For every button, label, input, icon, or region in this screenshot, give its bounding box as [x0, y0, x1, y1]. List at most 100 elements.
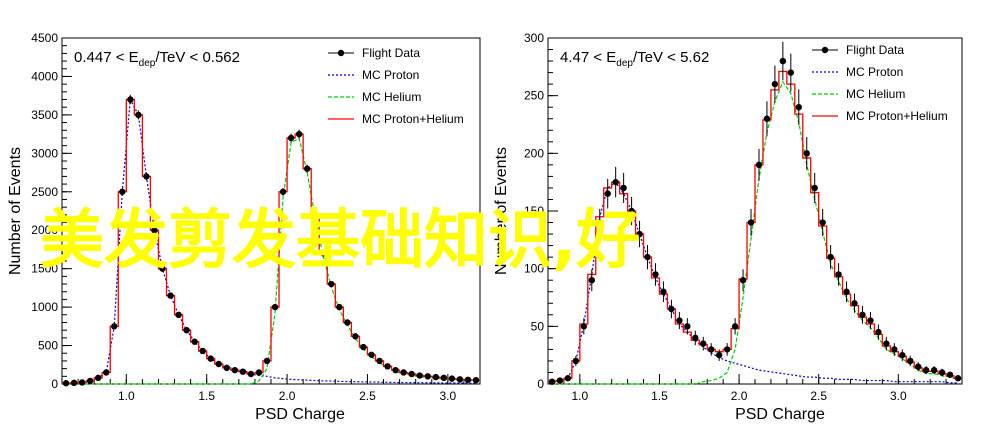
right-point-marker: [723, 346, 731, 353]
left-data-point: [78, 379, 86, 386]
right-data-point: [835, 263, 842, 286]
right-legend-label: Flight Data: [846, 43, 904, 57]
left-point-marker: [231, 366, 239, 374]
left-point-marker: [119, 188, 126, 195]
right-ytick-label: 300: [524, 31, 544, 45]
right-data-point: [922, 366, 930, 375]
left-legend-item: MC Helium: [328, 90, 421, 104]
left-point-marker: [103, 369, 110, 376]
left-legend-item: MC Proton: [328, 68, 419, 82]
left-data-point: [143, 172, 150, 181]
right-data-point: [915, 362, 922, 372]
right-point-marker: [859, 311, 866, 318]
right-xtick-label: 1.5: [651, 389, 668, 403]
right-point-marker: [954, 375, 962, 382]
right-point-marker: [556, 377, 564, 384]
left-data-point: [175, 311, 182, 318]
right-point-marker: [827, 253, 834, 261]
right-data-point: [771, 65, 779, 103]
left-point-marker: [360, 343, 367, 351]
left-data-point: [424, 373, 431, 380]
left-point-marker: [400, 369, 407, 376]
right-point-marker: [604, 190, 611, 197]
right-data-point: [620, 172, 627, 203]
right-data-point: [715, 349, 723, 361]
right-ylabel: Number of Events: [493, 147, 510, 275]
left-ylabel: Number of Events: [7, 147, 24, 275]
left-data-point: [408, 370, 415, 378]
left-data-point: [295, 129, 303, 139]
left-ytick-label: 4500: [31, 31, 58, 45]
right-data-point: [787, 53, 795, 92]
right-point-marker: [867, 317, 874, 324]
right-data-point: [883, 336, 890, 351]
left-data-point: [432, 373, 439, 381]
right-xtick-label: 2.5: [810, 389, 827, 403]
left-ytick-label: 500: [38, 339, 58, 353]
left-data-point: [263, 357, 271, 365]
left-point-marker: [376, 357, 383, 365]
right-data-point: [739, 269, 747, 292]
right-point-marker: [548, 378, 556, 385]
right-data-point: [811, 172, 818, 203]
right-data-point: [700, 336, 707, 351]
right-data-point: [668, 299, 675, 319]
right-point-marker: [803, 150, 810, 157]
left-point-marker: [464, 376, 472, 383]
right-point-marker: [588, 277, 595, 284]
left-ytick-label: 3000: [31, 146, 58, 160]
right-data-point: [954, 375, 962, 382]
left-xtick-label: 3.0: [440, 389, 457, 403]
left-data-point: [94, 374, 102, 382]
left-data-point: [344, 319, 351, 326]
right-data-point: [692, 330, 699, 346]
left-data-point: [103, 369, 110, 376]
left-point-marker: [432, 373, 439, 381]
left-legend-label: Flight Data: [362, 46, 420, 60]
left-ytick-label: 0: [51, 377, 58, 391]
left-data-point: [472, 376, 480, 384]
left-point-marker: [344, 319, 351, 326]
left-point-marker: [199, 347, 206, 355]
right-point-marker: [787, 69, 795, 76]
right-xtick-label: 1.0: [572, 389, 589, 403]
right-data-point: [708, 343, 715, 356]
left-data-point: [247, 370, 255, 378]
right-point-marker: [779, 57, 787, 65]
left-data-point: [376, 357, 383, 365]
right-point-marker: [922, 366, 930, 374]
left-data-point: [183, 326, 190, 334]
right-point-marker: [891, 346, 898, 353]
left-point-marker: [295, 130, 303, 138]
right-point-marker: [715, 351, 723, 359]
left-data-point: [191, 338, 198, 345]
left-point-marker: [303, 165, 311, 172]
left-data-point: [440, 374, 448, 382]
left-point-marker: [111, 323, 118, 330]
left-point-marker: [368, 351, 375, 358]
left-range-label: 0.447 < Edep/TeV < 0.562: [74, 49, 240, 69]
right-data-point: [604, 178, 611, 209]
right-data-point: [843, 281, 850, 303]
right-data-point: [755, 148, 763, 181]
right-data-point: [572, 355, 580, 367]
right-data-point: [564, 375, 572, 382]
right-data-point: [779, 41, 787, 81]
right-point-marker: [843, 288, 850, 295]
left-data-point: [303, 164, 311, 173]
right-data-point: [548, 378, 556, 385]
right-data-point: [636, 220, 643, 248]
right-data-point: [628, 196, 635, 226]
right-legend-marker: [821, 46, 829, 54]
left-point-marker: [135, 111, 142, 119]
left-point-marker: [175, 311, 182, 318]
right-data-point: [596, 208, 603, 237]
right-legend-label: MC Proton+Helium: [846, 109, 948, 123]
right-data-point: [676, 312, 683, 330]
left-xtick-label: 1.0: [118, 389, 135, 403]
right-data-point: [803, 137, 810, 170]
right-legend-label: MC Proton: [846, 65, 903, 79]
right-point-marker: [811, 184, 818, 192]
right-point-marker: [739, 277, 747, 284]
left-point-marker: [215, 360, 222, 368]
